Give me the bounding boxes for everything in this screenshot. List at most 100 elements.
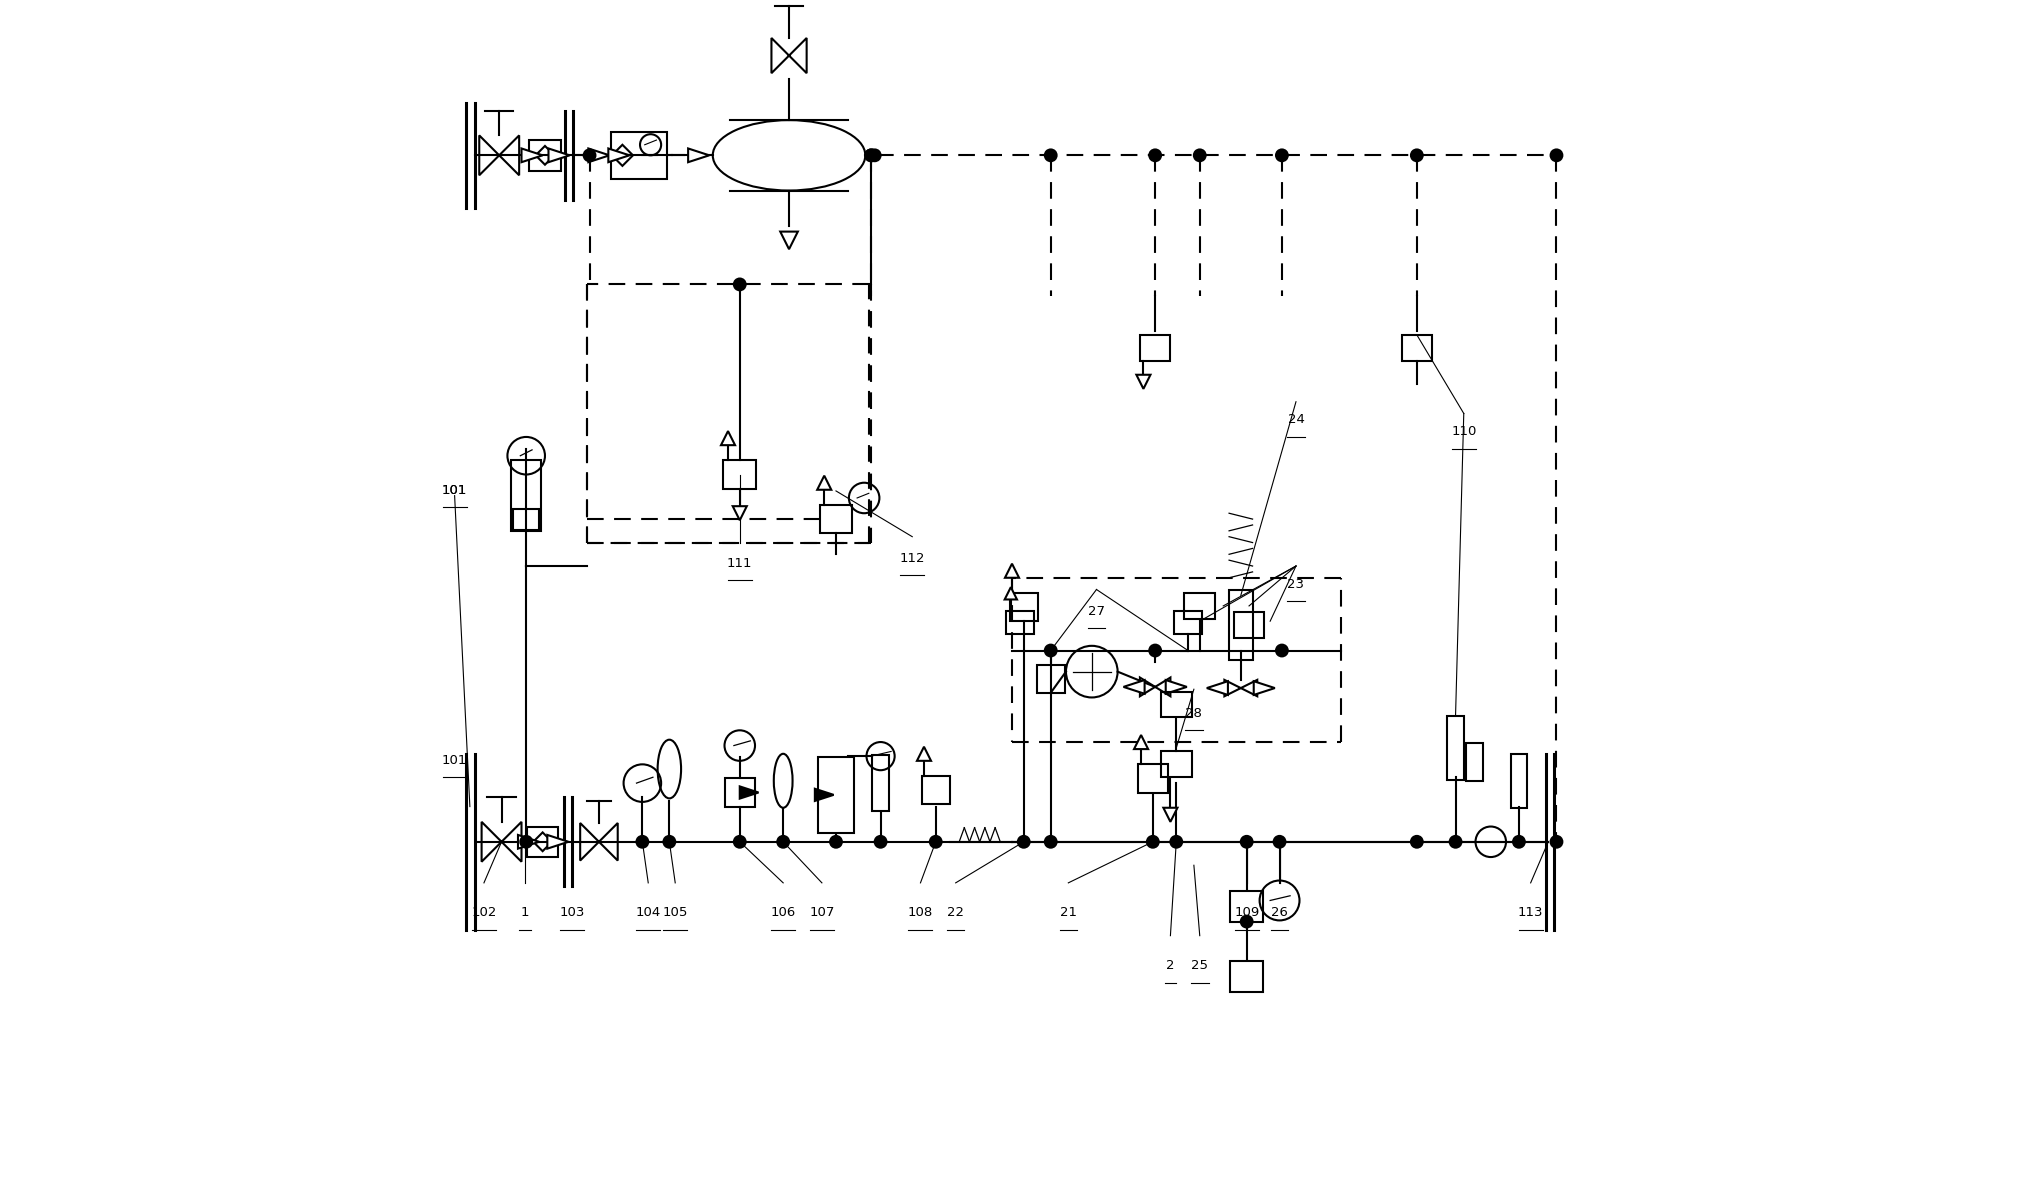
Circle shape xyxy=(829,836,842,848)
Text: 101: 101 xyxy=(441,483,467,496)
Circle shape xyxy=(929,836,941,848)
Text: 112: 112 xyxy=(898,552,925,565)
Circle shape xyxy=(1272,836,1285,848)
Polygon shape xyxy=(779,231,797,249)
Circle shape xyxy=(1240,916,1252,928)
Text: 102: 102 xyxy=(471,907,496,920)
Polygon shape xyxy=(522,149,542,163)
Polygon shape xyxy=(732,506,746,520)
Polygon shape xyxy=(916,746,931,760)
Bar xyxy=(1183,593,1214,619)
Circle shape xyxy=(874,836,886,848)
Circle shape xyxy=(734,836,744,848)
Bar xyxy=(1234,612,1264,638)
Bar xyxy=(722,461,757,488)
Circle shape xyxy=(1550,836,1562,848)
Circle shape xyxy=(1194,150,1206,162)
Text: 104: 104 xyxy=(635,907,662,920)
Circle shape xyxy=(777,836,789,848)
Text: 22: 22 xyxy=(947,907,963,920)
Circle shape xyxy=(1448,836,1461,848)
Bar xyxy=(724,778,755,806)
Bar xyxy=(872,755,888,811)
Polygon shape xyxy=(546,835,568,849)
Bar xyxy=(1173,611,1202,634)
Bar xyxy=(1009,593,1038,621)
Polygon shape xyxy=(738,786,759,798)
Circle shape xyxy=(1169,836,1181,848)
Circle shape xyxy=(1044,836,1056,848)
Polygon shape xyxy=(1133,735,1147,749)
Bar xyxy=(1446,716,1463,780)
Text: 106: 106 xyxy=(771,907,795,920)
Text: 26: 26 xyxy=(1270,907,1287,920)
Bar xyxy=(528,826,558,857)
Text: 105: 105 xyxy=(662,907,688,920)
Polygon shape xyxy=(1252,681,1274,694)
Circle shape xyxy=(664,836,676,848)
Text: 1: 1 xyxy=(520,907,528,920)
Circle shape xyxy=(520,836,532,848)
Circle shape xyxy=(1274,150,1287,162)
Circle shape xyxy=(1410,150,1422,162)
Text: 101: 101 xyxy=(441,483,467,496)
Bar xyxy=(1161,692,1192,717)
Polygon shape xyxy=(1005,564,1018,578)
Text: 110: 110 xyxy=(1450,426,1475,439)
Text: 103: 103 xyxy=(558,907,585,920)
Polygon shape xyxy=(1165,680,1185,693)
Bar xyxy=(819,505,852,533)
Text: 25: 25 xyxy=(1192,960,1208,973)
Text: 27: 27 xyxy=(1088,605,1105,618)
Bar xyxy=(920,776,949,804)
Polygon shape xyxy=(1163,808,1177,822)
Polygon shape xyxy=(1135,375,1149,389)
Circle shape xyxy=(1410,836,1422,848)
Text: 108: 108 xyxy=(908,907,933,920)
Bar xyxy=(1161,751,1192,777)
Text: 111: 111 xyxy=(726,556,753,569)
Circle shape xyxy=(1044,645,1056,657)
Bar xyxy=(1509,753,1527,808)
Text: 109: 109 xyxy=(1234,907,1258,920)
Bar xyxy=(528,140,560,171)
Circle shape xyxy=(1513,836,1523,848)
Bar xyxy=(1139,335,1169,361)
Bar xyxy=(514,508,538,529)
Polygon shape xyxy=(518,835,538,849)
Polygon shape xyxy=(548,149,568,163)
Text: 23: 23 xyxy=(1287,578,1305,591)
Bar xyxy=(1036,665,1064,693)
Bar xyxy=(1228,590,1252,660)
Polygon shape xyxy=(815,789,833,801)
Bar xyxy=(510,461,542,531)
Text: 28: 28 xyxy=(1185,707,1202,720)
Circle shape xyxy=(1274,645,1287,657)
Polygon shape xyxy=(688,149,708,163)
Text: 113: 113 xyxy=(1517,907,1544,920)
Polygon shape xyxy=(1003,587,1016,599)
Circle shape xyxy=(1044,150,1056,162)
Bar xyxy=(1005,611,1034,634)
Bar xyxy=(1230,962,1262,992)
Circle shape xyxy=(1149,645,1161,657)
Polygon shape xyxy=(1206,681,1228,694)
Circle shape xyxy=(866,150,876,162)
Circle shape xyxy=(583,150,595,162)
Text: 101: 101 xyxy=(441,753,467,766)
Circle shape xyxy=(1240,836,1252,848)
Polygon shape xyxy=(817,475,831,489)
Text: 24: 24 xyxy=(1287,414,1303,427)
Circle shape xyxy=(868,150,880,162)
Polygon shape xyxy=(609,149,629,163)
Text: 107: 107 xyxy=(809,907,833,920)
Bar xyxy=(1230,891,1262,922)
Circle shape xyxy=(734,278,744,290)
Bar xyxy=(611,132,668,179)
Circle shape xyxy=(635,836,647,848)
Circle shape xyxy=(1550,150,1562,162)
Circle shape xyxy=(866,150,876,162)
Text: 2: 2 xyxy=(1165,960,1173,973)
Bar xyxy=(817,757,854,834)
Circle shape xyxy=(1147,836,1157,848)
